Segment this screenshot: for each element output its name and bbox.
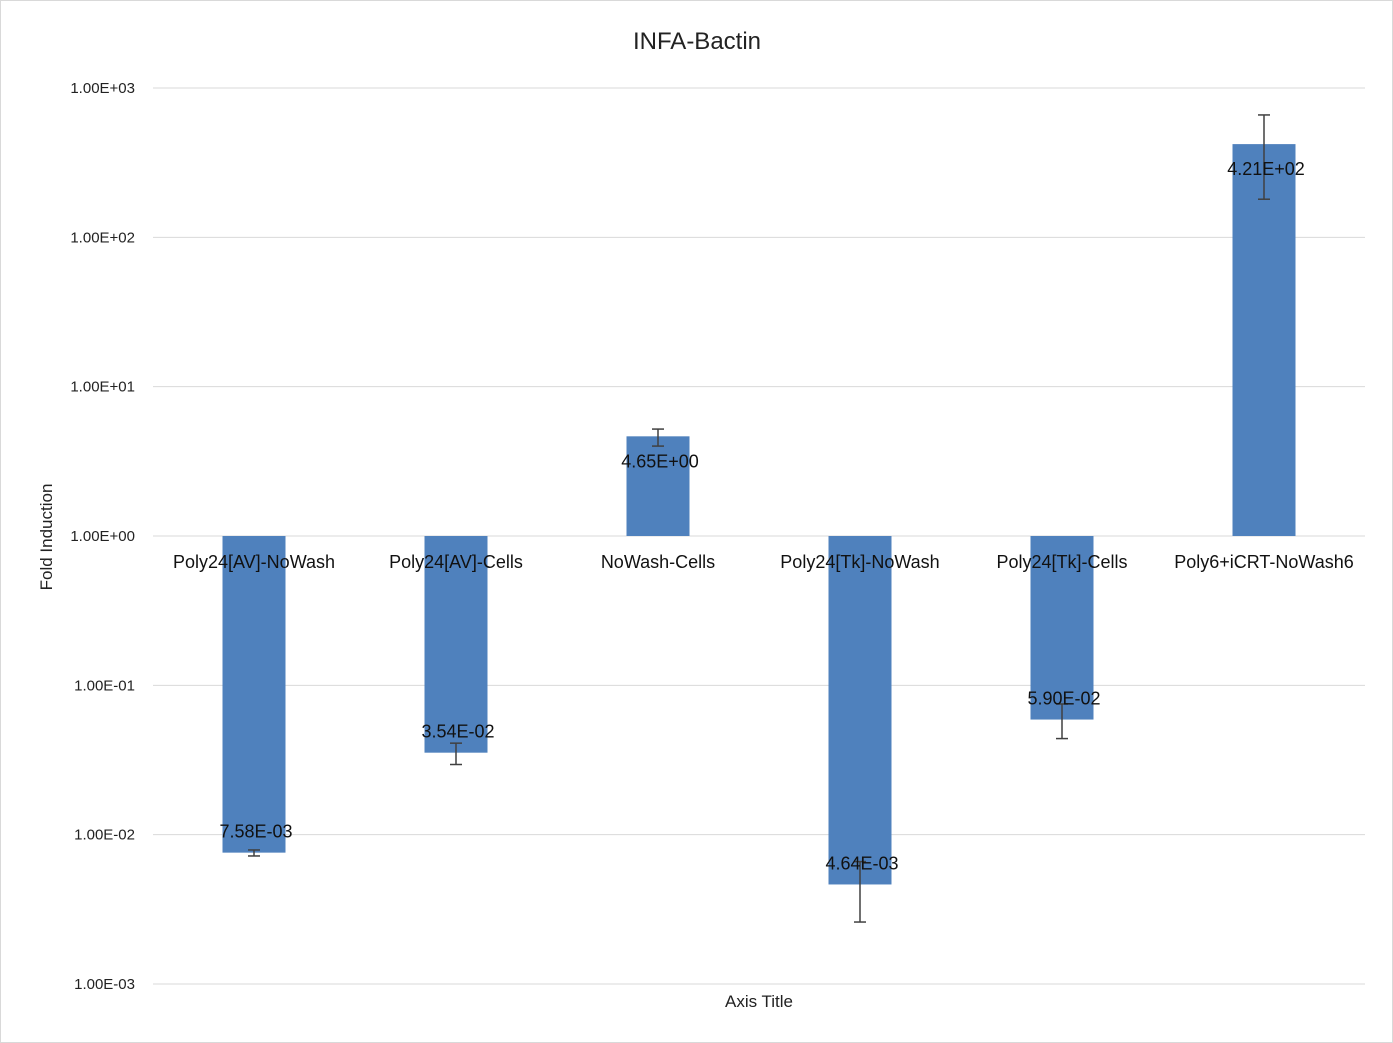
- bar: [424, 536, 488, 753]
- gridlines: [153, 87, 1365, 985]
- error-bar: [248, 849, 260, 857]
- chart-title: INFA-Bactin: [633, 28, 761, 55]
- error-bar: [450, 742, 462, 766]
- bar: [828, 536, 892, 885]
- y-tick-label: 1.00E-03: [74, 976, 135, 993]
- bar: [1232, 144, 1296, 536]
- category-label: NoWash-Cells: [601, 552, 715, 572]
- y-tick-label: 1.00E+02: [70, 229, 135, 246]
- data-label: 3.54E-02: [421, 722, 494, 742]
- category-label: Poly6+iCRT-NoWash6: [1174, 552, 1354, 572]
- category-label: Poly24[Tk]-NoWash: [780, 552, 939, 572]
- y-tick-label: 1.00E+01: [70, 379, 135, 396]
- error-bar: [1056, 703, 1068, 740]
- bar: [1030, 536, 1094, 720]
- x-axis-title: Axis Title: [725, 992, 793, 1011]
- data-label: 4.64E-03: [825, 853, 898, 873]
- bar: [626, 436, 690, 536]
- error-bar: [854, 860, 866, 923]
- error-bars: [248, 114, 1270, 923]
- error-bar: [652, 428, 664, 447]
- data-label: 7.58E-03: [219, 822, 292, 842]
- y-axis-title: Fold Induction: [37, 484, 56, 591]
- y-axis-tick-labels: 1.00E-03 1.00E-02 1.00E-01 1.00E+00 1.00E+01…: [70, 80, 135, 993]
- bars: [222, 144, 1296, 885]
- error-bar: [1258, 114, 1270, 200]
- y-tick-label: 1.00E+03: [70, 80, 135, 97]
- category-label: Poly24[AV]-NoWash: [173, 552, 335, 572]
- category-labels: Poly24[AV]-NoWash Poly24[AV]-Cells NoWash-…: [173, 552, 1354, 572]
- data-labels: 7.58E-03 3.54E-02 4.65E+00 4.64E-03 5.90E-02…: [219, 159, 1304, 873]
- y-tick-label: 1.00E-01: [74, 677, 135, 694]
- data-label: 4.21E+02: [1227, 159, 1305, 179]
- category-label: Poly24[Tk]-Cells: [996, 552, 1127, 572]
- y-tick-label: 1.00E-02: [74, 827, 135, 844]
- category-label: Poly24[AV]-Cells: [389, 552, 523, 572]
- y-tick-label: 1.00E+00: [70, 528, 135, 545]
- data-label: 5.90E-02: [1027, 689, 1100, 709]
- data-label: 4.65E+00: [621, 451, 699, 471]
- bar: [222, 536, 286, 853]
